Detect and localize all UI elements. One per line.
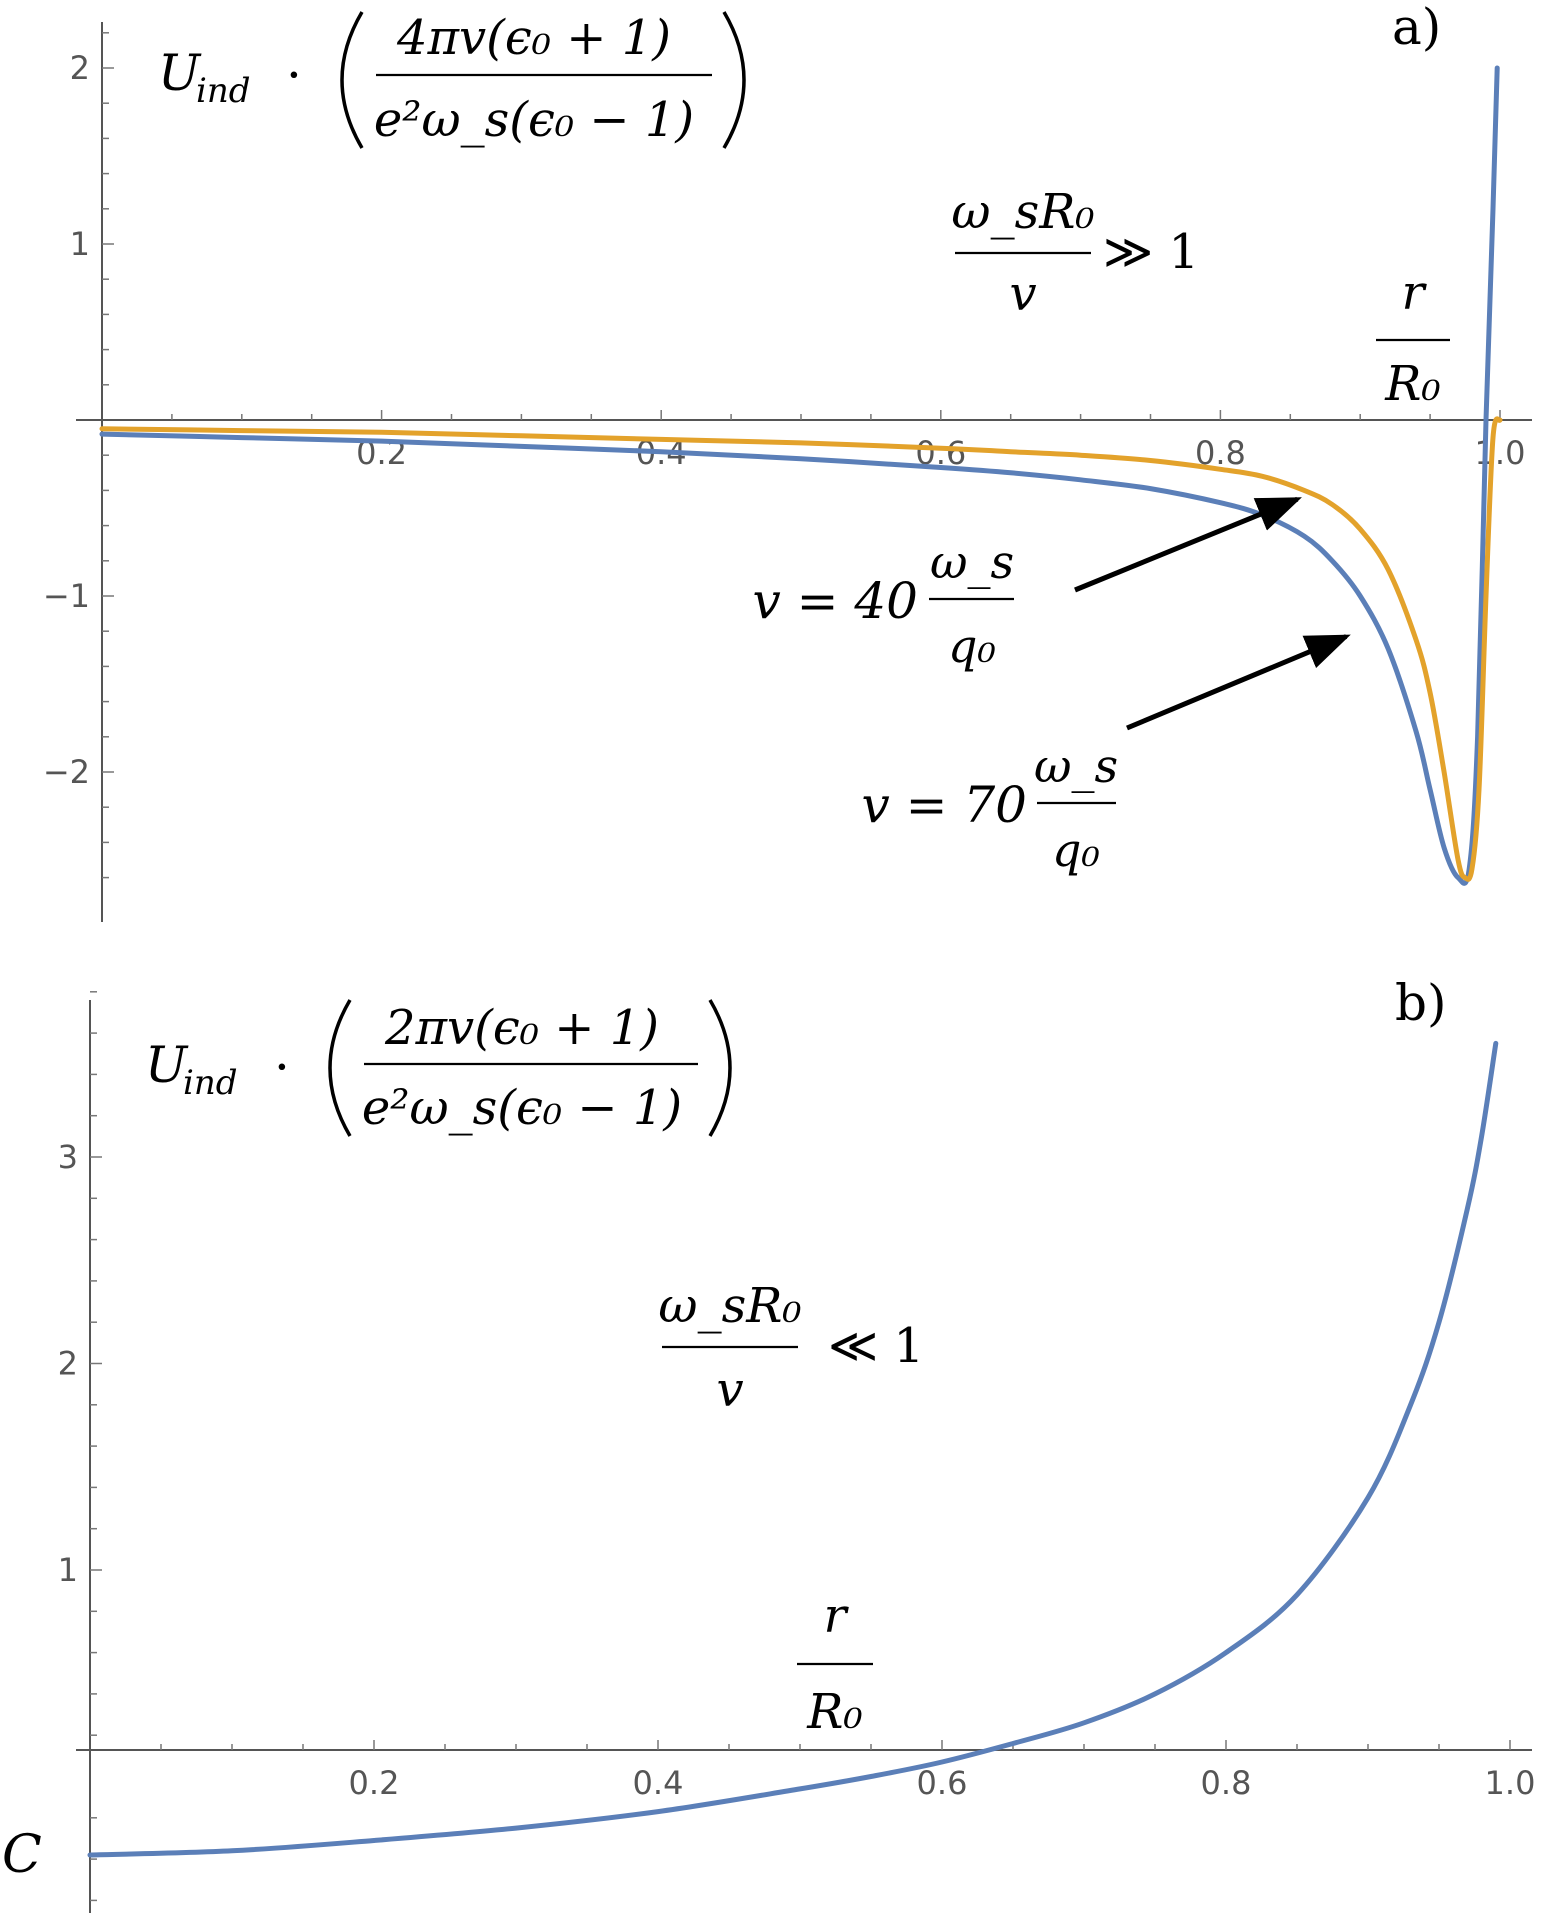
panel-b-label: b) bbox=[1395, 974, 1447, 1032]
panel-b: 0.2 0.4 0.6 0.8 1.0 1 2 3 U ind · 2πv(ϵ₀ + 1) e… bbox=[2, 974, 1535, 1913]
panel-a-y-tick-label: −2 bbox=[43, 753, 90, 791]
panel-b-ylabel-left-paren bbox=[328, 999, 352, 1137]
annotation-v40-lhs: v = 40 bbox=[752, 572, 918, 630]
panel-b-x-tick-label: 0.4 bbox=[633, 1764, 684, 1802]
annotation-v70-arrow bbox=[1126, 634, 1351, 731]
panel-a-y-tick-label: −1 bbox=[43, 577, 90, 615]
annotation-v70-lhs: v = 70 bbox=[861, 776, 1027, 834]
panel-b-x-tick-label: 1.0 bbox=[1485, 1764, 1536, 1802]
annotation-v70-numerator: ω_s bbox=[1034, 739, 1118, 793]
annotation-v40: v = 40 ω_s q₀ bbox=[752, 496, 1302, 673]
panel-a-xlabel-numerator: r bbox=[1402, 265, 1428, 321]
panel-b-x-tick-label: 0.6 bbox=[917, 1764, 968, 1802]
panel-b-ticks: 0.2 0.4 0.6 0.8 1.0 1 2 3 bbox=[58, 991, 1536, 1902]
annotation-v70: v = 70 ω_s q₀ bbox=[861, 634, 1351, 877]
panel-a-x-tick-label: 1.0 bbox=[1475, 434, 1526, 472]
panel-b-y-tick-label: 1 bbox=[58, 1551, 78, 1589]
annotation-v40-denominator: q₀ bbox=[948, 619, 996, 673]
panel-b-ylabel-denominator: e²ω_s(ϵ₀ − 1) bbox=[362, 1080, 682, 1136]
panel-a-ylabel-operator: · bbox=[286, 46, 302, 104]
panel-b-condition-numerator: ω_sR₀ bbox=[658, 1278, 801, 1334]
panel-b-corner-label: C bbox=[2, 1825, 42, 1885]
panel-a-y-tick-label: 2 bbox=[70, 49, 90, 87]
panel-a-ylabel-sub: ind bbox=[196, 71, 251, 111]
panel-a-condition: ω_sR₀ v ≫ 1 bbox=[951, 184, 1199, 322]
panel-b-series-line bbox=[87, 1040, 1499, 1858]
panel-a-series-v70-line bbox=[99, 65, 1500, 886]
panel-b-xlabel-denominator: R₀ bbox=[806, 1684, 862, 1740]
panel-a-ylabel-right-paren bbox=[722, 11, 746, 149]
panel-a-ylabel-u: U bbox=[158, 44, 202, 102]
panel-a-condition-numerator: ω_sR₀ bbox=[951, 184, 1094, 240]
annotation-v40-numerator: ω_s bbox=[930, 535, 1014, 589]
panel-a-ylabel: U ind · 4πv(ϵ₀ + 1) e²ω_s(ϵ₀ − 1) bbox=[158, 10, 746, 149]
panel-a-condition-relation: ≫ 1 bbox=[1103, 224, 1199, 280]
panel-b-condition-denominator: v bbox=[716, 1362, 743, 1418]
panel-b-y-tick-label: 3 bbox=[58, 1138, 78, 1176]
panel-a-series-v40-line bbox=[99, 416, 1503, 882]
panel-a-y-tick-label: 1 bbox=[70, 225, 90, 263]
panel-b-ylabel-u: U bbox=[145, 1036, 189, 1094]
panel-a-ylabel-denominator: e²ω_s(ϵ₀ − 1) bbox=[374, 92, 694, 148]
panel-b-x-tick-label: 0.8 bbox=[1201, 1764, 1252, 1802]
panel-a: 0.2 0.4 0.6 0.8 1.021−1−2 U ind · 4πv(ϵ₀ + 1… bbox=[43, 0, 1532, 922]
panel-b-ylabel-right-paren bbox=[708, 999, 732, 1137]
annotation-v40-arrow bbox=[1074, 496, 1302, 593]
panel-b-xlabel: r R₀ bbox=[797, 1588, 873, 1740]
panel-b-ylabel-sub: ind bbox=[183, 1063, 238, 1103]
panel-a-label: a) bbox=[1392, 0, 1441, 56]
panel-b-x-tick-label: 0.2 bbox=[349, 1764, 400, 1802]
panel-a-ylabel-left-paren bbox=[340, 11, 364, 149]
panel-b-ylabel-operator: · bbox=[274, 1038, 290, 1096]
panel-a-xlabel: r R₀ bbox=[1376, 265, 1450, 412]
panel-b-ylabel: U ind · 2πv(ϵ₀ + 1) e²ω_s(ϵ₀ − 1) bbox=[145, 999, 732, 1137]
panel-b-condition-relation: ≪ 1 bbox=[828, 1318, 924, 1374]
panel-a-ticks: 0.2 0.4 0.6 0.8 1.021−1−2 bbox=[43, 32, 1526, 879]
panel-a-xlabel-denominator: R₀ bbox=[1384, 356, 1440, 412]
panel-a-condition-denominator: v bbox=[1009, 266, 1036, 322]
panel-b-y-tick-label: 2 bbox=[58, 1345, 78, 1383]
panel-b-condition: ω_sR₀ v ≪ 1 bbox=[658, 1278, 924, 1418]
panel-a-ylabel-numerator: 4πv(ϵ₀ + 1) bbox=[396, 10, 671, 66]
panel-b-ylabel-numerator: 2πv(ϵ₀ + 1) bbox=[384, 1000, 659, 1056]
annotation-v70-denominator: q₀ bbox=[1052, 823, 1100, 877]
panel-b-xlabel-numerator: r bbox=[824, 1588, 850, 1644]
